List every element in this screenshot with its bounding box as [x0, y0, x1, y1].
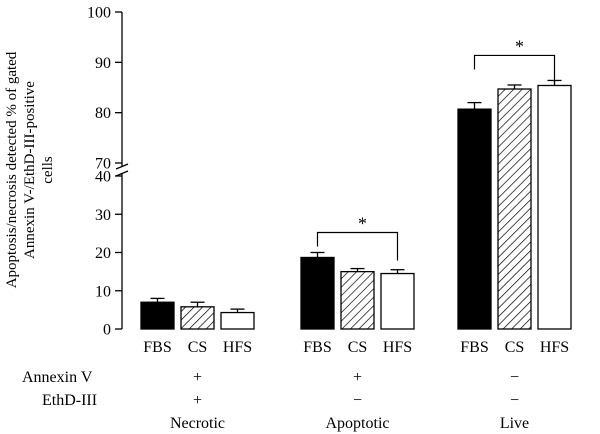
bar-necrotic-hfs [220, 311, 255, 330]
significance-markers: ** [316, 36, 556, 261]
upper-tick-label-90: 90 [95, 55, 111, 72]
y-axis-ticks: 70 80 90 100 0 10 20 30 40 [87, 5, 122, 339]
significance-star-live: * [515, 36, 524, 56]
y-axis [115, 12, 129, 329]
annexin-sign-live: − [510, 369, 519, 386]
bar-live-cs [497, 88, 532, 330]
lower-tick-label-20: 20 [95, 245, 111, 262]
annexin-sign-apoptotic: + [353, 369, 362, 386]
annexin-sign-necrotic: + [193, 369, 202, 386]
bar-necrotic-fbs [140, 301, 175, 330]
ethd-sign-apoptotic: − [353, 392, 362, 409]
lower-tick-label-40: 40 [95, 169, 111, 186]
group-label-live: Live [500, 415, 529, 432]
x-label-live-fbs: FBS [460, 339, 488, 356]
upper-tick-label-100: 100 [87, 5, 111, 22]
x-label-live-hfs: HFS [540, 339, 569, 356]
axis-break-mark-upper [115, 163, 129, 170]
upper-tick-label-80: 80 [95, 105, 111, 122]
bar-apoptotic-cs [340, 270, 375, 330]
condition-rows: Annexin V EthD-III + + Necrotic + − Apoptotic − −… [22, 369, 529, 432]
y-axis-label: Apoptosis/necrosis detected % of gated A… [4, 51, 56, 288]
y-axis-label-line-1: Apoptosis/necrosis detected % of gated [4, 51, 20, 288]
x-axis-labels: FBS CS HFS FBS CS HFS FBS CS HFS [143, 339, 569, 356]
lower-tick-label-10: 10 [95, 283, 111, 300]
lower-tick-label-30: 30 [95, 207, 111, 224]
y-axis-label-line-3: cells [40, 156, 56, 184]
x-label-apoptotic-fbs: FBS [303, 339, 331, 356]
upper-tick-label-70: 70 [95, 156, 111, 173]
group-label-apoptotic: Apoptotic [326, 415, 390, 432]
row-label-annexin: Annexin V [22, 369, 93, 386]
bar-apoptotic-hfs [380, 272, 415, 330]
bar-live-hfs [537, 84, 572, 330]
ethd-sign-necrotic: + [193, 392, 202, 409]
significance-star-apoptotic: * [358, 214, 367, 234]
bar-apoptotic-fbs [300, 256, 335, 330]
x-label-apoptotic-cs: CS [348, 339, 368, 356]
significance-bracket-live [473, 54, 556, 84]
bars [140, 84, 572, 330]
significance-bracket-apoptotic [316, 231, 399, 261]
row-label-ethd: EthD-III [42, 392, 97, 409]
bar-live-fbs [457, 108, 492, 330]
x-label-necrotic-fbs: FBS [143, 339, 171, 356]
x-label-necrotic-hfs: HFS [223, 339, 252, 356]
ethd-sign-live: − [510, 392, 519, 409]
y-axis-label-line-2: Annexin V-/EthD-III-positive [22, 81, 38, 259]
error-bars [150, 79, 562, 313]
group-label-necrotic: Necrotic [170, 415, 225, 432]
x-label-necrotic-cs: CS [188, 339, 208, 356]
x-label-apoptotic-hfs: HFS [383, 339, 412, 356]
axis-break-mark-lower [115, 170, 129, 177]
x-label-live-cs: CS [505, 339, 525, 356]
lower-tick-label-0: 0 [103, 322, 111, 339]
bar-necrotic-cs [180, 306, 215, 330]
